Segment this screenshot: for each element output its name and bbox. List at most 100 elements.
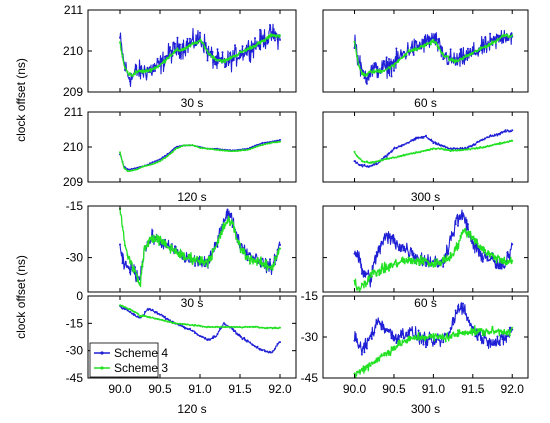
data-point [484,336,487,339]
data-point [186,37,189,40]
series-markers-scheme-3-p11 [119,34,281,77]
data-point [214,247,216,250]
data-point [196,324,199,327]
data-point [501,35,504,38]
series-markers-scheme-4-p32 [353,212,514,279]
series-markers-scheme-4-p42 [353,302,514,356]
data-point [241,338,244,341]
data-point [442,53,445,56]
data-point [498,261,501,264]
data-point [511,259,514,262]
data-point [201,335,204,338]
data-point [390,64,393,67]
data-point [425,149,427,152]
data-point [444,52,447,55]
series-line-scheme-4-p32 [353,209,513,288]
data-point [129,271,131,274]
data-point [269,350,271,353]
panel-title-p12: 60 s [414,96,437,110]
data-point [417,136,420,139]
data-point [194,144,196,147]
data-point [129,261,131,264]
data-point [229,326,231,328]
data-point [169,46,171,49]
data-point [254,37,256,40]
data-point [254,325,256,328]
data-point [219,57,221,60]
data-point [373,62,376,65]
data-point [479,328,482,330]
data-point [196,145,199,148]
data-point [241,326,244,329]
data-point [388,157,390,160]
data-point [176,253,179,255]
data-point [442,148,445,151]
data-point [511,139,514,142]
data-point [191,42,194,44]
data-point [459,331,462,334]
data-point [464,148,467,151]
data-point [279,34,281,37]
data-point [256,42,259,44]
data-point [124,66,126,69]
data-point [279,244,281,246]
data-point [459,147,462,149]
data-point [466,146,469,149]
data-point [449,327,452,330]
data-point [449,336,452,339]
data-point [432,147,435,150]
data-point [149,163,151,166]
data-point [442,265,445,268]
data-point [199,146,201,149]
data-point [231,55,234,58]
data-point [508,139,511,142]
data-point [380,328,383,331]
data-point [442,337,445,340]
data-point [511,326,514,329]
data-point [211,148,214,151]
data-point [274,34,276,37]
data-point [131,169,134,172]
data-point [422,44,425,47]
data-point [221,325,224,328]
data-point [365,282,368,285]
data-point [378,245,381,248]
data-point [251,147,254,150]
data-point [149,236,151,239]
data-point [471,52,474,54]
data-point [353,279,356,282]
data-point [356,161,358,164]
data-point [466,231,469,234]
data-point [269,258,271,261]
data-point [244,49,246,52]
data-point [496,134,499,137]
data-point [261,257,264,260]
data-point [388,330,390,333]
data-point [503,261,506,264]
data-point [484,137,487,140]
data-point [126,309,129,312]
series-line-scheme-3-p21 [119,140,281,172]
data-point [126,170,129,172]
data-point [400,259,403,262]
data-point [126,254,129,257]
data-point [383,156,386,159]
data-point [226,219,229,222]
data-point [489,144,492,147]
data-point [393,69,395,72]
ytick-label-p41: -45 [66,371,84,385]
data-point [249,262,251,265]
data-point [378,69,381,71]
data-point [191,323,194,326]
data-point [452,253,455,256]
data-point [390,235,393,238]
data-point [279,38,281,41]
data-point [169,320,171,323]
data-point [454,223,457,226]
data-point [494,40,496,43]
data-point [380,240,383,243]
data-point [196,333,199,336]
data-point [144,310,146,313]
data-point [206,265,209,268]
ytick-label-p41: 0 [76,289,83,303]
